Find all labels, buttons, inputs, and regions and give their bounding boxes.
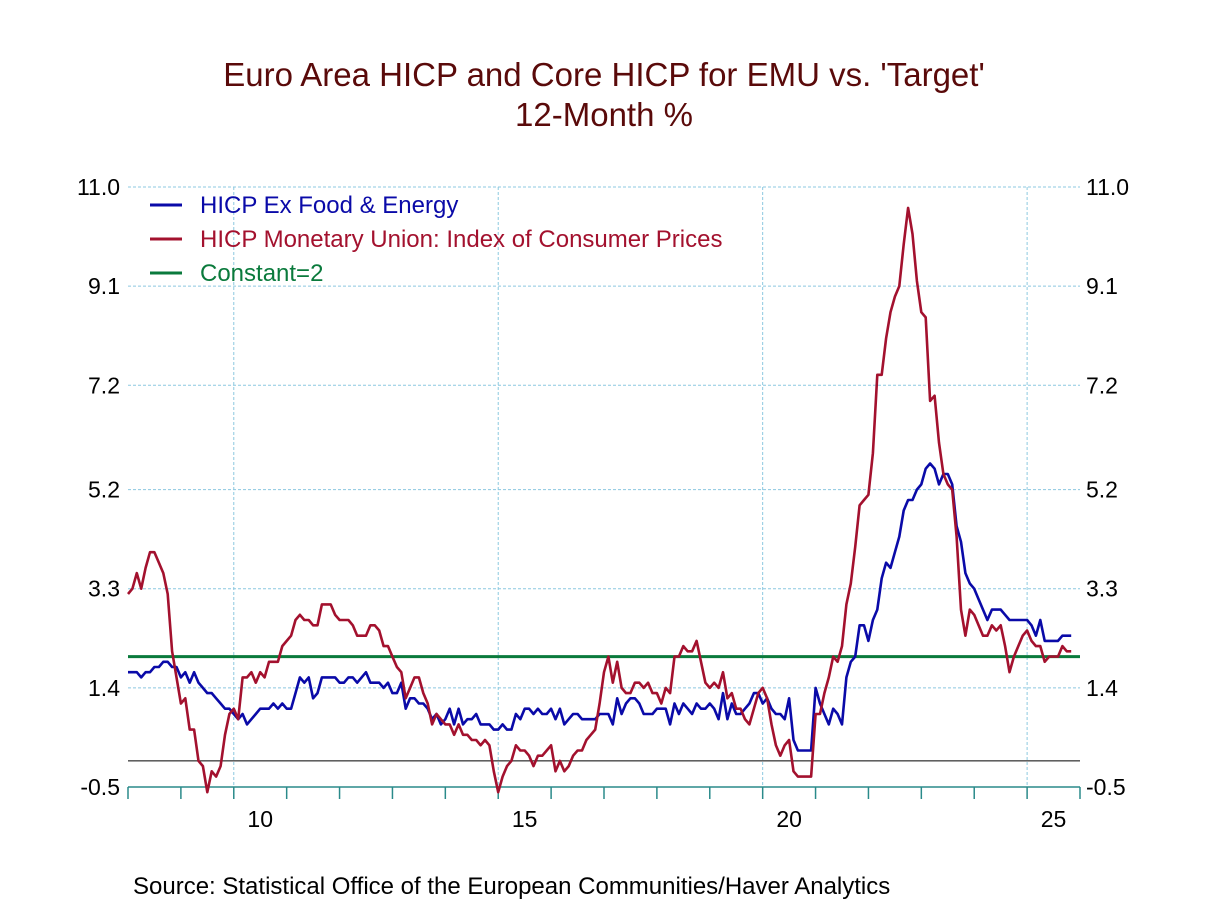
y-tick-label-right: 3.3 [1086,576,1118,602]
chart-title: Euro Area HICP and Core HICP for EMU vs.… [223,56,985,93]
x-tick-label: 15 [512,806,538,832]
x-tick-labels: 10 15 20 25 [247,806,1066,832]
y-tick-label-left: 1.4 [88,675,120,701]
x-tick-label: 10 [247,806,273,832]
chart-subtitle: 12-Month % [515,96,693,133]
y-tick-label-left: 7.2 [88,372,120,398]
source-note: Source: Statistical Office of the Europe… [133,873,890,900]
y-tick-label-left: -0.5 [80,774,120,800]
y-tick-label-right: -0.5 [1086,774,1126,800]
series-line-hicp [126,206,1072,794]
y-tick-label-right: 9.1 [1086,273,1118,299]
y-tick-label-right: 11.0 [1086,174,1129,200]
y-tick-label-right: 1.4 [1086,675,1118,701]
y-tick-label-left: 5.2 [88,477,120,503]
y-tick-label-left: 9.1 [88,273,120,299]
series-line-core-hicp [128,462,1072,752]
y-tick-labels: 11.0 11.0 9.1 9.1 7.2 7.2 5.2 5.2 3.3 3.3 1.4 1.4 -0… [77,174,1129,800]
y-tick-label-left: 3.3 [88,576,120,602]
x-tick-label: 25 [1041,806,1067,832]
y-tick-label-right: 7.2 [1086,372,1118,398]
axes [127,760,1081,799]
legend-label-hicp: HICP Monetary Union: Index of Consumer P… [200,226,722,253]
legend-label-constant: Constant=2 [200,260,323,287]
series-lines [126,206,1080,794]
y-tick-label-right: 5.2 [1086,477,1118,503]
y-tick-label-left: 11.0 [77,174,120,200]
legend-label-core: HICP Ex Food & Energy [200,192,458,219]
x-tick-label: 20 [776,806,802,832]
legend: HICP Ex Food & Energy HICP Monetary Unio… [150,192,722,287]
